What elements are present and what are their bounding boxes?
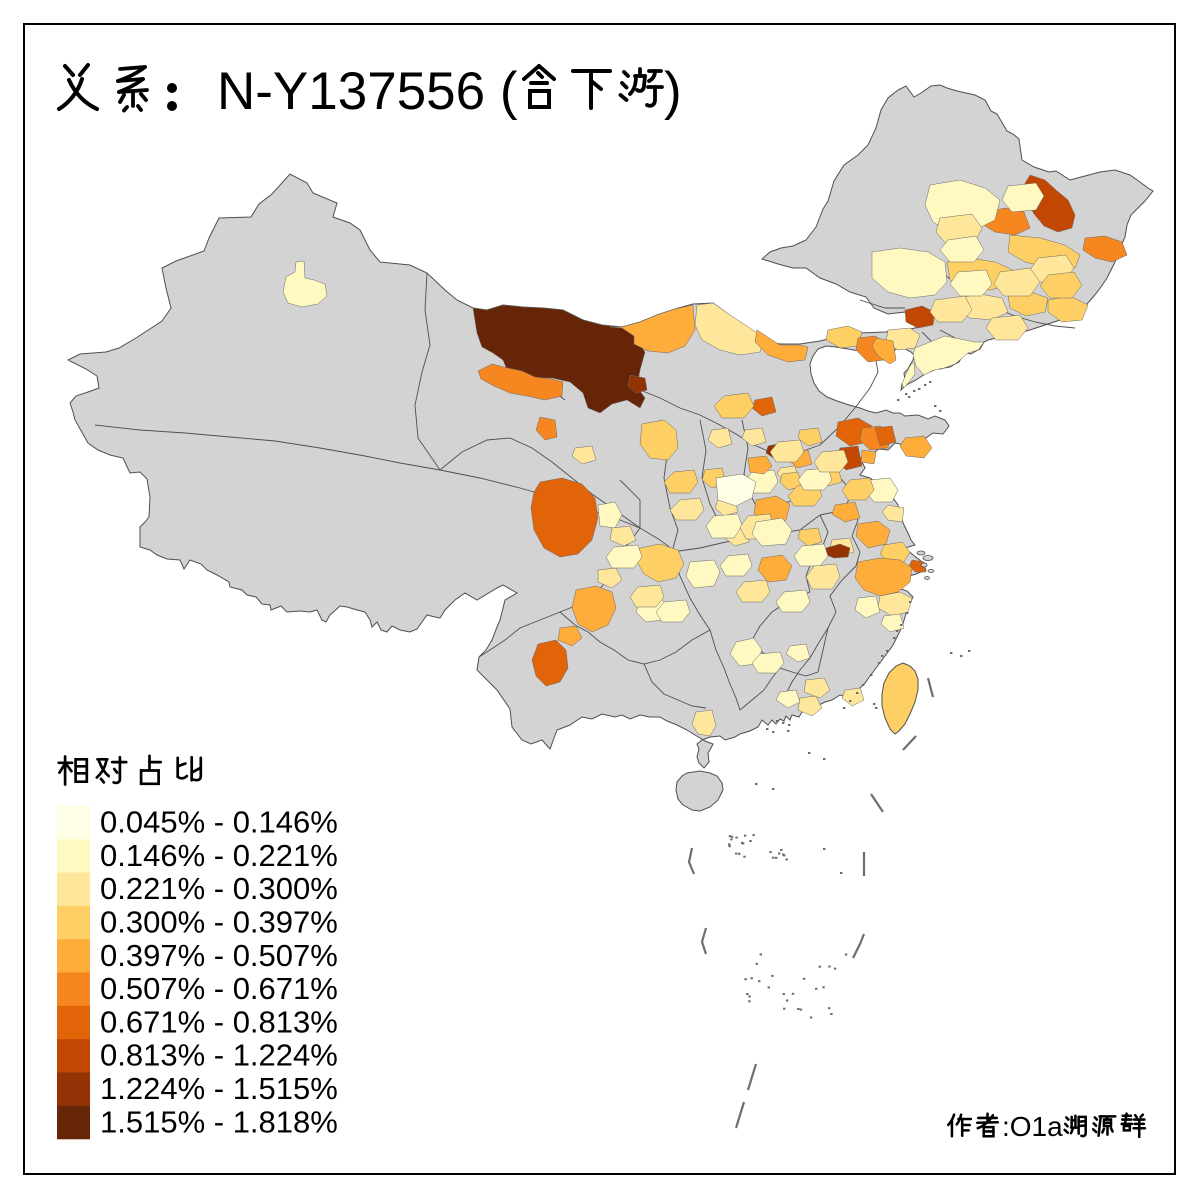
svg-text:0.300% - 0.397%: 0.300% - 0.397% bbox=[100, 905, 338, 940]
svg-text:0.045% - 0.146%: 0.045% - 0.146% bbox=[100, 805, 338, 840]
svg-text:0.671% - 0.813%: 0.671% - 0.813% bbox=[100, 1004, 338, 1039]
svg-text:1.224% - 1.515%: 1.224% - 1.515% bbox=[100, 1071, 338, 1106]
svg-text:0.397% - 0.507%: 0.397% - 0.507% bbox=[100, 938, 338, 973]
svg-text:0.813% - 1.224%: 0.813% - 1.224% bbox=[100, 1038, 338, 1073]
svg-text:1.515% - 1.818%: 1.515% - 1.818% bbox=[100, 1104, 338, 1139]
svg-text:0.507% - 0.671%: 0.507% - 0.671% bbox=[100, 971, 338, 1006]
svg-text:0.221% - 0.300%: 0.221% - 0.300% bbox=[100, 871, 338, 906]
svg-text::O1a: :O1a bbox=[1002, 1111, 1063, 1142]
svg-text:N-Y137556 (: N-Y137556 ( bbox=[217, 62, 518, 121]
svg-text:0.146% - 0.221%: 0.146% - 0.221% bbox=[100, 838, 338, 873]
svg-text:): ) bbox=[664, 62, 682, 121]
